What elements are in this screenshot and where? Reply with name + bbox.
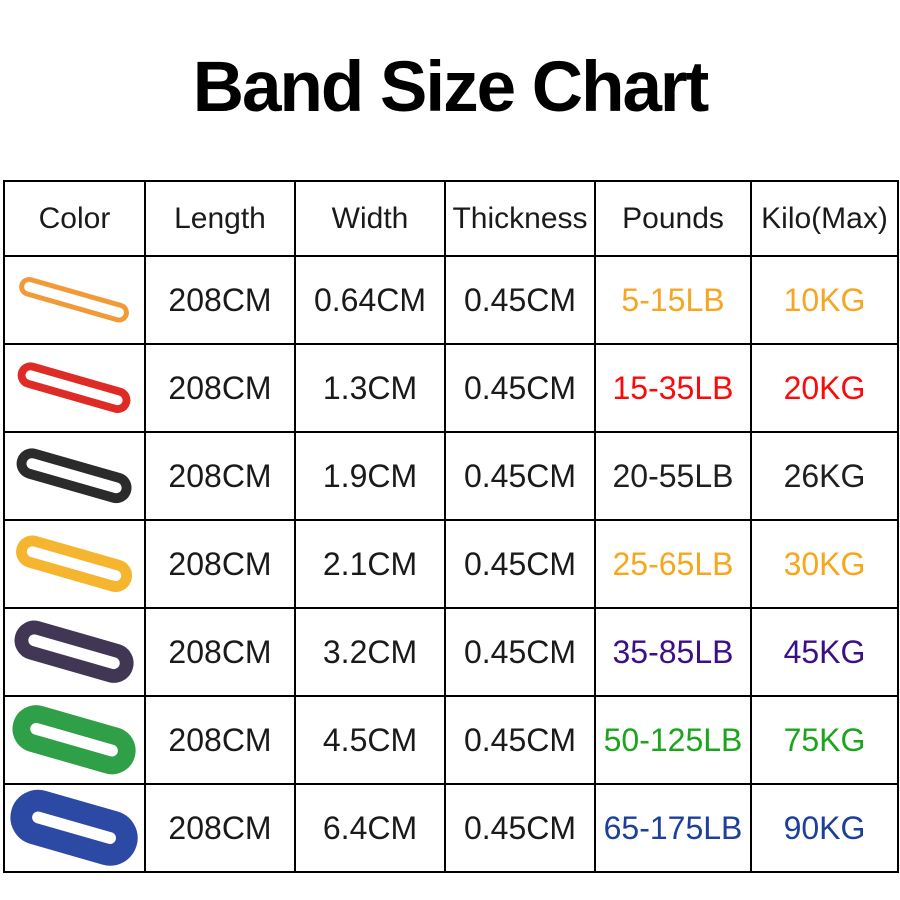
pounds-cell: 50-125LB xyxy=(594,695,752,785)
thickness-cell: 0.45CM xyxy=(444,783,596,873)
length-cell: 208CM xyxy=(144,695,296,785)
pounds-cell: 25-65LB xyxy=(594,519,752,609)
width-cell: 1.3CM xyxy=(294,343,446,433)
band-image xyxy=(17,362,130,414)
width-cell: 3.2CM xyxy=(294,607,446,697)
table-row: 208CM 1.3CM 0.45CM 15-35LB 20KG xyxy=(3,343,899,433)
band-color-cell xyxy=(3,695,146,785)
kilo-cell: 26KG xyxy=(750,431,899,521)
kilo-cell: 30KG xyxy=(750,519,899,609)
width-cell: 1.9CM xyxy=(294,431,446,521)
thickness-cell: 0.45CM xyxy=(444,343,596,433)
thickness-cell: 0.45CM xyxy=(444,607,596,697)
length-cell: 208CM xyxy=(144,255,296,345)
kilo-cell: 75KG xyxy=(750,695,899,785)
width-cell: 0.64CM xyxy=(294,255,446,345)
pounds-cell: 20-55LB xyxy=(594,431,752,521)
band-color-cell xyxy=(3,607,146,697)
kilo-cell: 45KG xyxy=(750,607,899,697)
band-color-cell xyxy=(3,783,146,873)
kilo-cell: 20KG xyxy=(750,343,899,433)
length-cell: 208CM xyxy=(144,783,296,873)
header-thickness: Thickness xyxy=(444,180,596,257)
header-width: Width xyxy=(294,180,446,257)
thickness-cell: 0.45CM xyxy=(444,519,596,609)
pounds-cell: 35-85LB xyxy=(594,607,752,697)
header-color: Color xyxy=(3,180,146,257)
band-image xyxy=(16,448,131,504)
pounds-cell: 5-15LB xyxy=(594,255,752,345)
page-title: Band Size Chart xyxy=(192,48,709,127)
band-image xyxy=(14,620,134,683)
kilo-cell: 90KG xyxy=(750,783,899,873)
table-row: 208CM 1.9CM 0.45CM 20-55LB 26KG xyxy=(3,431,899,521)
table-row: 208CM 2.1CM 0.45CM 25-65LB 30KG xyxy=(3,519,899,609)
pounds-cell: 65-175LB xyxy=(594,783,752,873)
header-kilo: Kilo(Max) xyxy=(750,180,899,257)
header-pounds: Pounds xyxy=(594,180,752,257)
width-cell: 2.1CM xyxy=(294,519,446,609)
pounds-cell: 15-35LB xyxy=(594,343,752,433)
band-image xyxy=(15,535,132,592)
thickness-cell: 0.45CM xyxy=(444,255,596,345)
length-cell: 208CM xyxy=(144,519,296,609)
width-cell: 4.5CM xyxy=(294,695,446,785)
thickness-cell: 0.45CM xyxy=(444,431,596,521)
table-row: 208CM 0.64CM 0.45CM 5-15LB 10KG xyxy=(3,255,899,345)
length-cell: 208CM xyxy=(144,431,296,521)
band-image xyxy=(18,276,129,323)
table-row: 208CM 6.4CM 0.45CM 65-175LB 90KG xyxy=(3,783,899,873)
length-cell: 208CM xyxy=(144,607,296,697)
band-size-table: Color Length Width Thickness Pounds Kilo… xyxy=(3,180,899,873)
band-color-cell xyxy=(3,343,146,433)
length-cell: 208CM xyxy=(144,343,296,433)
band-color-cell xyxy=(3,431,146,521)
kilo-cell: 10KG xyxy=(750,255,899,345)
band-image xyxy=(9,789,138,866)
width-cell: 6.4CM xyxy=(294,783,446,873)
thickness-cell: 0.45CM xyxy=(444,695,596,785)
table-row: 208CM 3.2CM 0.45CM 35-85LB 45KG xyxy=(3,607,899,697)
header-row: Color Length Width Thickness Pounds Kilo… xyxy=(3,180,899,257)
band-color-cell xyxy=(3,519,146,609)
band-image xyxy=(11,705,136,775)
band-color-cell xyxy=(3,255,146,345)
table-row: 208CM 4.5CM 0.45CM 50-125LB 75KG xyxy=(3,695,899,785)
header-length: Length xyxy=(144,180,296,257)
